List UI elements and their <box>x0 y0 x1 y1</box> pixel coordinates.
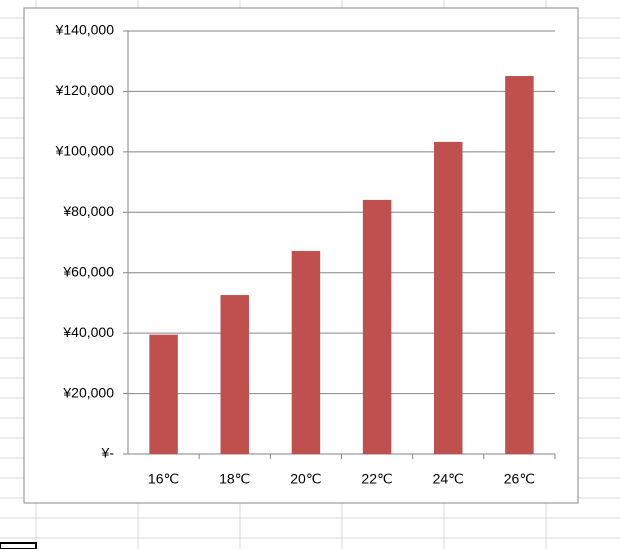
y-tick-label: ¥80,000 <box>62 203 114 219</box>
bar <box>149 334 178 454</box>
x-tick-label: 20℃ <box>290 471 321 487</box>
x-tick-label: 22℃ <box>361 471 392 487</box>
x-tick-label: 24℃ <box>433 471 464 487</box>
y-tick-label: ¥120,000 <box>55 82 115 98</box>
bar <box>220 295 249 454</box>
bar <box>505 76 534 454</box>
y-tick-label: ¥20,000 <box>62 384 114 400</box>
cell-cursor <box>0 542 37 549</box>
plot-area: ¥- ¥20,000 ¥40,000 ¥60,000 ¥80,000 ¥100,000 ¥1… <box>55 22 556 487</box>
y-tick-label: ¥100,000 <box>55 143 115 159</box>
bar <box>362 199 392 454</box>
x-tick-label: 26℃ <box>504 471 535 487</box>
y-tick-label: ¥- <box>101 445 115 461</box>
bar <box>434 141 463 455</box>
bar <box>291 250 321 454</box>
x-tick-label: 16℃ <box>148 471 179 487</box>
y-tick-label: ¥140,000 <box>55 22 115 38</box>
x-tick-label: 18℃ <box>219 471 250 487</box>
y-tick-label: ¥40,000 <box>62 324 114 340</box>
y-tick-label: ¥60,000 <box>62 263 114 279</box>
